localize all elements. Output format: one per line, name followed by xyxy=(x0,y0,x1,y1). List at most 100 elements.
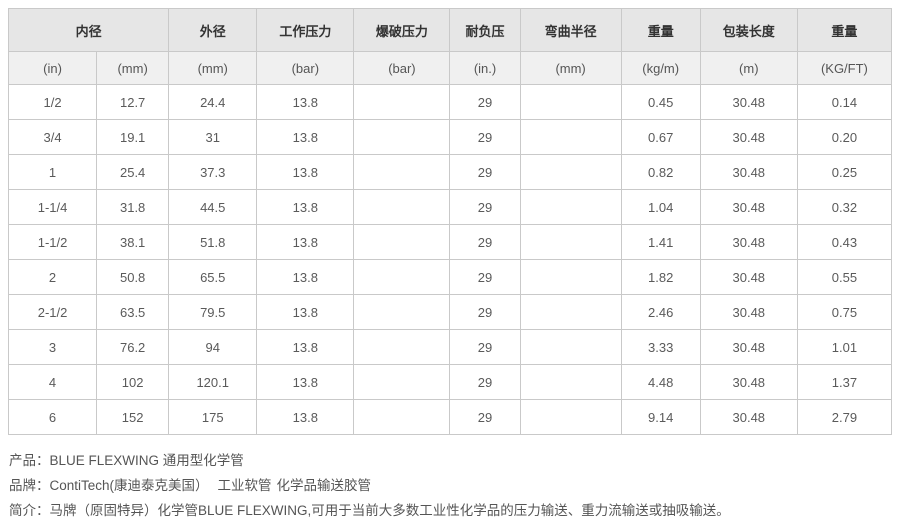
table-cell: 13.8 xyxy=(256,119,355,155)
column-unit-header: (mm) xyxy=(168,51,258,85)
intro-line: 简介：马牌（原固特异）化学管BLUE FLEXWING,可用于当前大多数工业性化… xyxy=(9,503,730,518)
table-row: 1-1/4 31.8 44.5 13.8 29 1.04 30.48 0.32 xyxy=(7,189,893,225)
table-cell: 1.41 xyxy=(620,224,701,260)
table-cell: 13.8 xyxy=(256,364,355,400)
header-group-row: 内径 外径 工作压力 爆破压力 耐负压 弯曲半径 重量 包装长度 重量 xyxy=(7,8,893,52)
table-cell: 1.04 xyxy=(620,189,701,225)
table-cell xyxy=(353,84,451,120)
table-cell xyxy=(353,364,451,400)
column-unit-header: (bar) xyxy=(256,51,355,85)
table-cell: 2.79 xyxy=(796,399,893,435)
industrial-hose-link[interactable]: 工业软管 xyxy=(217,478,272,493)
table-row: 6 152 175 13.8 29 9.14 30.48 2.79 xyxy=(7,399,893,435)
table-cell: 152 xyxy=(96,399,170,435)
table-cell: 2 xyxy=(7,259,98,295)
brand-prefix: 品牌：ContiTech(康迪泰克美国） xyxy=(9,478,209,493)
table-cell: 13.8 xyxy=(256,259,355,295)
table-row: 3/4 19.1 31 13.8 29 0.67 30.48 0.20 xyxy=(7,119,893,155)
table-cell: 30.48 xyxy=(699,154,798,190)
table-cell: 1.37 xyxy=(796,364,893,400)
table-cell: 13.8 xyxy=(256,84,355,120)
column-unit-header: (in) xyxy=(7,51,98,85)
table-cell: 0.82 xyxy=(620,154,701,190)
hose-spec-table: 内径 外径 工作压力 爆破压力 耐负压 弯曲半径 重量 包装长度 重量 (in) (mm) (mm)… xyxy=(7,8,893,435)
table-row: 1-1/2 38.1 51.8 13.8 29 1.41 30.48 0.43 xyxy=(7,224,893,260)
table-cell: 31 xyxy=(168,119,258,155)
table-cell: 29 xyxy=(449,154,521,190)
table-cell: 0.43 xyxy=(796,224,893,260)
table-cell: 30.48 xyxy=(699,399,798,435)
table-cell: 13.8 xyxy=(256,294,355,330)
brand-line: 品牌：ContiTech(康迪泰克美国） 工业软管 化学品输送胶管 xyxy=(9,473,894,498)
table-cell: 1.82 xyxy=(620,259,701,295)
table-cell: 1-1/4 xyxy=(7,189,98,225)
table-cell: 29 xyxy=(449,329,521,365)
column-unit-header: (KG/FT) xyxy=(796,51,893,85)
column-unit-header: (m) xyxy=(699,51,798,85)
table-cell: 29 xyxy=(449,119,521,155)
column-unit-header: (mm) xyxy=(96,51,170,85)
table-cell: 0.32 xyxy=(796,189,893,225)
table-cell: 44.5 xyxy=(168,189,258,225)
table-cell: 30.48 xyxy=(699,84,798,120)
table-cell: 24.4 xyxy=(168,84,258,120)
table-cell: 0.25 xyxy=(796,154,893,190)
column-group-header: 爆破压力 xyxy=(353,8,451,52)
table-cell: 6 xyxy=(7,399,98,435)
table-cell: 2.46 xyxy=(620,294,701,330)
table-cell: 1 xyxy=(7,154,98,190)
table-cell: 31.8 xyxy=(96,189,170,225)
table-cell xyxy=(353,189,451,225)
table-cell: 29 xyxy=(449,364,521,400)
table-cell xyxy=(519,399,622,435)
table-cell: 4 xyxy=(7,364,98,400)
table-cell: 120.1 xyxy=(168,364,258,400)
table-cell: 79.5 xyxy=(168,294,258,330)
table-row: 3 76.2 94 13.8 29 3.33 30.48 1.01 xyxy=(7,329,893,365)
table-cell: 30.48 xyxy=(699,294,798,330)
table-cell: 30.48 xyxy=(699,259,798,295)
table-cell: 76.2 xyxy=(96,329,170,365)
chemical-hose-link[interactable]: 化学品输送胶管 xyxy=(276,478,372,493)
table-cell: 29 xyxy=(449,84,521,120)
table-cell: 0.75 xyxy=(796,294,893,330)
table-cell: 65.5 xyxy=(168,259,258,295)
table-row: 1 25.4 37.3 13.8 29 0.82 30.48 0.25 xyxy=(7,154,893,190)
table-cell: 50.8 xyxy=(96,259,170,295)
table-cell: 13.8 xyxy=(256,329,355,365)
table-cell xyxy=(519,84,622,120)
column-group-header: 外径 xyxy=(168,8,258,52)
table-cell: 1.01 xyxy=(796,329,893,365)
table-row: 1/2 12.7 24.4 13.8 29 0.45 30.48 0.14 xyxy=(7,84,893,120)
table-cell xyxy=(519,259,622,295)
table-row: 2 50.8 65.5 13.8 29 1.82 30.48 0.55 xyxy=(7,259,893,295)
table-cell: 19.1 xyxy=(96,119,170,155)
table-cell: 63.5 xyxy=(96,294,170,330)
table-cell: 94 xyxy=(168,329,258,365)
product-line: 产品：BLUE FLEXWING 通用型化学管 xyxy=(9,453,244,468)
table-cell: 13.8 xyxy=(256,399,355,435)
table-cell: 0.55 xyxy=(796,259,893,295)
table-cell: 25.4 xyxy=(96,154,170,190)
table-cell xyxy=(353,119,451,155)
table-cell: 30.48 xyxy=(699,329,798,365)
column-unit-header: (in.) xyxy=(449,51,521,85)
table-cell: 3.33 xyxy=(620,329,701,365)
table-cell xyxy=(353,329,451,365)
table-cell: 1/2 xyxy=(7,84,98,120)
table-cell xyxy=(519,224,622,260)
table-cell xyxy=(353,224,451,260)
column-group-header: 工作压力 xyxy=(256,8,355,52)
table-cell: 30.48 xyxy=(699,119,798,155)
header-units-row: (in) (mm) (mm) (bar) (bar) (in.) (mm) (kg/m) (m)… xyxy=(7,51,893,85)
table-cell: 13.8 xyxy=(256,224,355,260)
table-cell: 29 xyxy=(449,294,521,330)
table-cell xyxy=(519,329,622,365)
table-cell xyxy=(519,154,622,190)
column-unit-header: (kg/m) xyxy=(620,51,701,85)
table-cell: 1-1/2 xyxy=(7,224,98,260)
column-group-header: 包装长度 xyxy=(699,8,798,52)
table-cell: 30.48 xyxy=(699,224,798,260)
table-cell xyxy=(519,189,622,225)
